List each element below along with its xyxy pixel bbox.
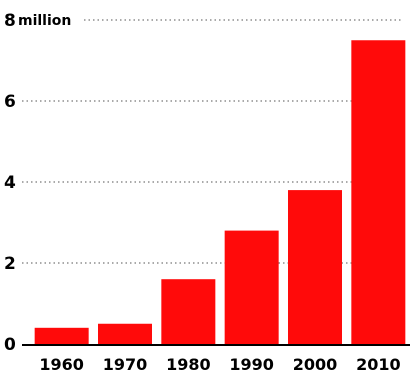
x-tick-label-2000: 2000	[293, 355, 338, 374]
x-tick-label-1980: 1980	[166, 355, 211, 374]
y-tick-labels: 0 2 4 6 8	[4, 11, 16, 355]
x-tick-label-1990: 1990	[229, 355, 274, 374]
y-tick-label-0: 0	[4, 335, 16, 355]
y-tick-label-6: 6	[4, 92, 16, 112]
bar-1990	[224, 230, 279, 344]
x-tick-label-1960: 1960	[39, 355, 84, 374]
y-unit-label: million	[18, 13, 71, 29]
y-tick-label-4: 4	[4, 173, 16, 193]
bars	[34, 40, 406, 344]
bar-1960	[34, 327, 89, 344]
x-tick-label-1970: 1970	[103, 355, 148, 374]
bar-2010	[351, 40, 406, 344]
gridlines	[22, 19, 402, 264]
bar-1980	[161, 279, 216, 344]
x-tick-labels: 1960 1970 1980 1990 2000 2010	[39, 355, 400, 374]
bar-2000	[288, 190, 342, 344]
y-tick-label-8: 8	[4, 11, 16, 31]
bar-1970	[98, 323, 152, 344]
x-tick-label-2010: 2010	[356, 355, 401, 374]
y-tick-label-2: 2	[4, 254, 16, 274]
